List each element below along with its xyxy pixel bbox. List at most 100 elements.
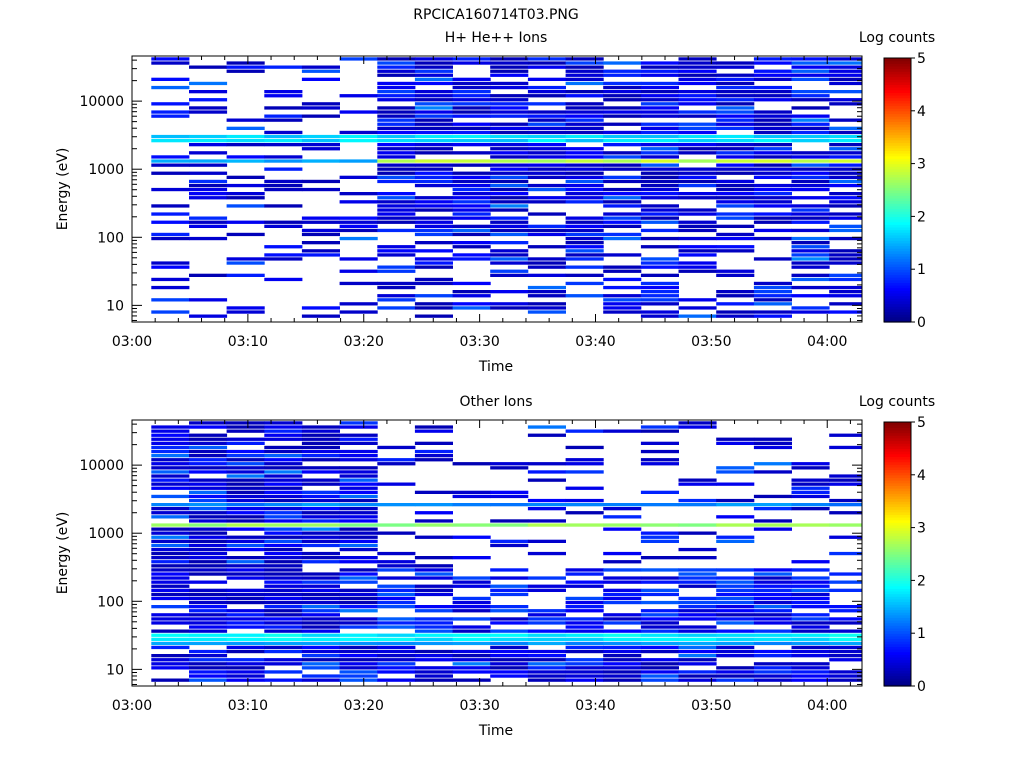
heatmap-cell [829, 163, 863, 167]
colorbar-segment [884, 577, 911, 581]
heatmap-cell [264, 220, 303, 224]
heatmap-cell [490, 494, 529, 499]
colorbar-segment [884, 108, 911, 112]
heatmap-cell [565, 155, 604, 159]
heatmap-cell [716, 134, 755, 139]
heatmap-cell [452, 649, 491, 654]
heatmap-cell [829, 433, 863, 437]
heatmap-cell [640, 568, 679, 572]
heatmap-cell [490, 241, 529, 245]
heatmap-cell [264, 425, 303, 429]
heatmap-cell [829, 175, 863, 179]
heatmap-cell [640, 576, 679, 580]
heatmap-cell [527, 200, 566, 204]
heatmap-cell [716, 118, 755, 122]
heatmap-cell [452, 228, 491, 233]
heatmap-cell [753, 192, 792, 196]
heatmap-cell [226, 645, 265, 650]
heatmap-cell [189, 498, 228, 503]
heatmap-cell [377, 584, 416, 588]
heatmap-cell [452, 257, 491, 261]
colorbar-segment [884, 311, 911, 315]
heatmap-cell [640, 175, 679, 179]
heatmap-cell [753, 290, 792, 294]
colorbar-segment [884, 60, 911, 64]
heatmap-cell [603, 674, 642, 678]
heatmap-cell [414, 535, 453, 539]
heatmap-cell [565, 224, 604, 228]
heatmap-cell [377, 114, 416, 118]
heatmap-cell [226, 649, 265, 654]
heatmap-cell [678, 306, 717, 310]
heatmap-cell [490, 617, 529, 621]
heatmap-cell [565, 81, 604, 86]
colorbar-segment [884, 58, 911, 62]
heatmap-cell [226, 662, 265, 666]
heatmap-cell [151, 641, 190, 646]
heatmap-cell [226, 572, 265, 576]
heatmap-cell [301, 535, 340, 539]
heatmap-cell [716, 122, 755, 126]
heatmap-cell [151, 139, 190, 143]
heatmap-cell [414, 179, 453, 184]
heatmap-cell [377, 171, 416, 175]
heatmap-cell [565, 134, 604, 139]
heatmap-cell [640, 600, 679, 605]
heatmap-cell [301, 531, 340, 535]
heatmap-cell [603, 216, 642, 220]
heatmap-cell [490, 98, 529, 102]
heatmap-cell [791, 220, 830, 224]
heatmap-cell [527, 470, 566, 474]
heatmap-cell [640, 204, 679, 208]
heatmap-cell [829, 670, 863, 674]
heatmap-cell [565, 511, 604, 515]
heatmap-cell [264, 564, 303, 568]
heatmap-cell [678, 228, 717, 233]
heatmap-cell [640, 212, 679, 216]
colorbar-segment [884, 92, 911, 96]
heatmap-cell [226, 596, 265, 601]
heatmap-cell [753, 171, 792, 175]
heatmap-cell [301, 645, 340, 650]
heatmap-cell [189, 179, 228, 184]
heatmap-cell [151, 232, 190, 237]
heatmap-cell [603, 134, 642, 139]
heatmap-cell [189, 159, 228, 163]
heatmap-cell [452, 122, 491, 126]
heatmap-cell [829, 535, 863, 539]
heatmap-cell [414, 98, 453, 102]
heatmap-cell [527, 212, 566, 216]
heatmap-cell [189, 617, 228, 621]
heatmap-cell [151, 560, 190, 564]
heatmap-cell [527, 302, 566, 306]
figure-title: RPCICA160714T03.PNG [413, 7, 578, 23]
heatmap-cell [414, 441, 453, 445]
heatmap-cell [264, 551, 303, 556]
heatmap-cell [791, 98, 830, 102]
heatmap-cell [189, 649, 228, 654]
heatmap-cell [603, 633, 642, 637]
heatmap-cell [678, 633, 717, 637]
heatmap-cell [829, 605, 863, 609]
heatmap-cell [603, 641, 642, 646]
heatmap-cell [527, 273, 566, 277]
heatmap-cell [678, 130, 717, 135]
heatmap-cell [264, 179, 303, 184]
heatmap-cell [565, 200, 604, 204]
heatmap-cell [189, 535, 228, 539]
colorbar-segment [884, 548, 911, 552]
heatmap-cell [527, 57, 566, 61]
heatmap-cell [829, 474, 863, 478]
heatmap-cell [716, 588, 755, 592]
colorbar-tick-label: 1 [917, 626, 926, 642]
heatmap-cell [151, 478, 190, 482]
heatmap-cell [565, 649, 604, 654]
heatmap-cell [264, 645, 303, 650]
heatmap-cell [565, 175, 604, 179]
heatmap-cell [189, 560, 228, 564]
heatmap-cell [678, 183, 717, 188]
colorbar-segment [884, 213, 911, 217]
colorbar-segment [884, 556, 911, 560]
heatmap-cell [640, 216, 679, 220]
heatmap-cell [301, 584, 340, 588]
